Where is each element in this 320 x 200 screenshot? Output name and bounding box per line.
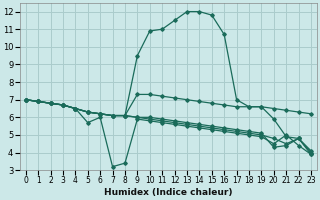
X-axis label: Humidex (Indice chaleur): Humidex (Indice chaleur): [104, 188, 233, 197]
